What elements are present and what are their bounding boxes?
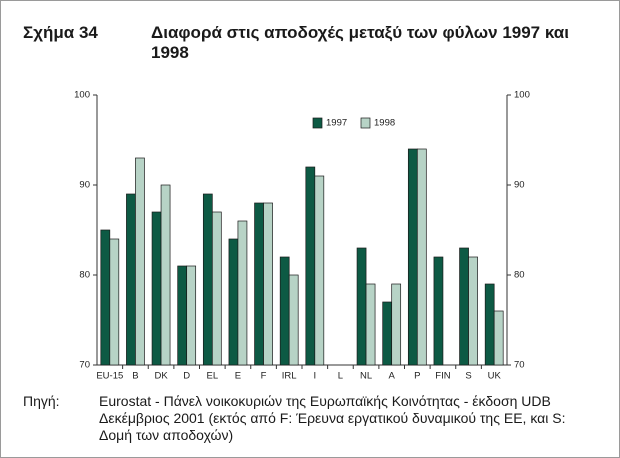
bar — [211, 211, 222, 366]
bar — [382, 301, 393, 366]
bar — [228, 238, 239, 366]
bar — [100, 229, 111, 366]
figure-label: Σχήμα 34 — [23, 23, 98, 42]
legend-swatch — [360, 117, 371, 129]
x-tick-label: P — [414, 371, 420, 382]
bar — [186, 265, 197, 366]
bar — [288, 274, 299, 366]
bar — [468, 256, 478, 366]
bar — [202, 193, 213, 366]
x-tick-label: NL — [360, 371, 372, 382]
y-tick-label: 80 — [79, 270, 90, 281]
x-tick-label: EU-15 — [96, 371, 123, 382]
x-tick-label: EL — [207, 371, 219, 382]
legend-label: 1997 — [326, 118, 347, 129]
y-tick-label: 70 — [79, 360, 90, 371]
x-tick-label: FIN — [435, 371, 450, 382]
x-tick-label: F — [261, 371, 267, 382]
y-tick-label: 90 — [79, 180, 90, 191]
bar — [356, 247, 367, 366]
x-tick-label: DK — [154, 371, 168, 382]
y2-tick-label: 70 — [514, 360, 525, 371]
bar — [484, 283, 495, 366]
bar — [263, 202, 273, 366]
bar — [151, 211, 162, 366]
bar — [279, 256, 290, 366]
y-tick-label: 100 — [74, 90, 90, 101]
chart-title: Διαφορά στις αποδοχές μεταξύ των φύλων 1… — [151, 23, 569, 62]
bar — [160, 184, 171, 366]
x-tick-label: A — [389, 371, 396, 382]
x-tick-label: E — [235, 371, 241, 382]
bar — [416, 148, 427, 366]
bar — [314, 175, 325, 366]
bar — [433, 256, 444, 366]
bar — [391, 283, 402, 366]
y2-tick-label: 80 — [514, 270, 525, 281]
x-tick-label: D — [183, 371, 190, 382]
y2-tick-label: 90 — [514, 180, 525, 191]
x-tick-label: IRL — [282, 371, 297, 382]
bar — [254, 202, 264, 366]
bar — [135, 157, 145, 366]
legend-swatch — [312, 117, 323, 129]
x-tick-label: UK — [488, 371, 502, 382]
bar — [365, 283, 376, 366]
legend-label: 1998 — [374, 118, 395, 129]
bar — [459, 247, 469, 366]
x-tick-label: B — [132, 371, 138, 382]
bar — [305, 166, 316, 366]
bar — [109, 238, 120, 366]
bar — [177, 265, 188, 366]
bar — [407, 148, 418, 366]
x-tick-label: I — [313, 371, 316, 382]
x-tick-label: S — [465, 371, 471, 382]
bar — [237, 220, 248, 366]
source-text: Eurostat - Πάνελ νοικοκυριών της Ευρωπαϊ… — [99, 393, 566, 443]
x-tick-label: L — [338, 371, 343, 382]
y2-tick-label: 100 — [514, 90, 530, 101]
bar — [493, 310, 504, 366]
bar — [126, 193, 136, 366]
source-label: Πηγή: — [23, 393, 60, 409]
